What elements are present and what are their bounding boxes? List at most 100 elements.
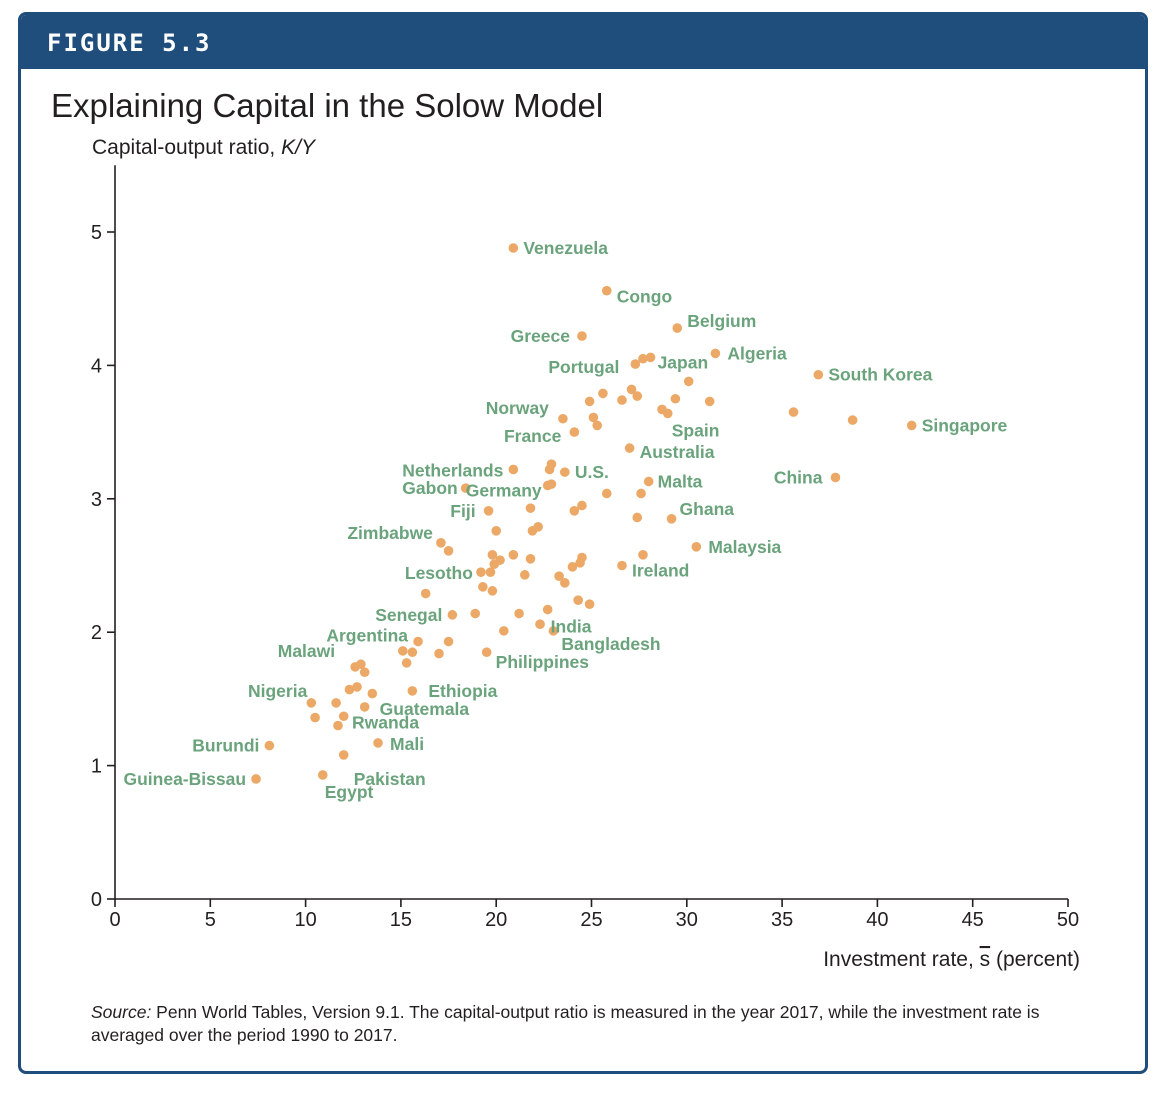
data-point: [525, 503, 536, 513]
data-point: [491, 526, 502, 536]
y-tick-label: 1: [91, 756, 102, 778]
data-point: [636, 488, 646, 499]
data-label: China: [774, 467, 823, 487]
data-point: [567, 562, 578, 572]
data-label: Portugal: [548, 357, 619, 377]
data-point: [407, 686, 418, 696]
data-label: Lesotho: [405, 563, 473, 583]
x-tick-label: 20: [485, 909, 507, 931]
data-label: Belgium: [687, 311, 756, 331]
data-point: [476, 567, 486, 577]
data-label: Ghana: [680, 499, 735, 519]
y-tick-label: 2: [91, 622, 102, 644]
y-axis-title-text: Capital-output ratio,: [92, 136, 281, 159]
data-label: Mali: [390, 734, 424, 754]
data-point: [691, 542, 702, 552]
data-point: [546, 479, 557, 489]
data-label: South Korea: [828, 365, 932, 385]
data-point: [460, 483, 471, 493]
data-point: [592, 420, 603, 431]
x-axis-title-symbol: s: [980, 948, 991, 971]
data-point: [617, 560, 627, 571]
data-point: [630, 359, 641, 369]
data-label: Bangladesh: [561, 634, 660, 654]
data-point: [434, 648, 444, 659]
data-point: [436, 538, 446, 548]
x-tick-label: 30: [676, 909, 698, 931]
source-note: Source: Penn World Tables, Version 9.1. …: [91, 1001, 1051, 1047]
data-label: Ireland: [632, 561, 689, 581]
data-label: India: [551, 617, 592, 637]
data-point: [447, 610, 458, 620]
data-point: [352, 682, 362, 692]
chart-title: Explaining Capital in the Solow Model: [51, 87, 604, 124]
data-label: France: [504, 426, 562, 446]
data-point: [584, 599, 595, 609]
data-label: Nigeria: [248, 681, 308, 701]
data-label: Fiji: [450, 501, 475, 521]
source-text: Penn World Tables, Version 9.1. The capi…: [91, 1002, 1040, 1045]
data-label: Burundi: [192, 736, 259, 756]
data-point: [508, 550, 519, 560]
data-point: [443, 546, 454, 556]
data-point: [527, 526, 538, 536]
y-tick-label: 0: [91, 889, 102, 911]
data-label: Philippines: [496, 652, 590, 672]
data-point: [847, 415, 858, 425]
data-label: Guatemala: [380, 699, 470, 719]
data-point: [310, 712, 320, 723]
data-point: [407, 647, 418, 658]
data-label: U.S.: [575, 462, 609, 482]
data-point: [519, 570, 530, 580]
source-prefix: Source:: [91, 1002, 152, 1022]
x-tick-label: 45: [962, 909, 984, 931]
data-point: [333, 720, 343, 731]
x-tick-label: 10: [294, 909, 316, 931]
data-point: [264, 740, 275, 751]
data-label: Argentina: [326, 626, 408, 646]
data-point: [338, 750, 349, 760]
data-point: [338, 711, 349, 722]
data-label: Germany: [466, 480, 542, 500]
data-point: [420, 588, 431, 599]
data-point: [359, 702, 370, 712]
data-point: [670, 393, 681, 404]
data-point: [481, 647, 492, 658]
y-axis-title: Capital-output ratio, K/Y: [92, 136, 317, 159]
data-label: Malta: [658, 471, 703, 491]
data-point: [906, 420, 917, 431]
data-label: Pakistan: [354, 769, 426, 789]
data-point: [478, 582, 488, 592]
x-axis-title-suffix: (percent): [990, 948, 1080, 971]
data-point: [359, 667, 370, 678]
data-point: [830, 472, 841, 483]
data-point: [601, 285, 612, 296]
data-point: [573, 595, 583, 605]
data-point: [554, 571, 564, 581]
data-point: [413, 636, 423, 647]
data-point: [626, 384, 637, 395]
x-tick-label: 5: [205, 909, 216, 931]
data-point: [514, 608, 524, 619]
data-point: [485, 567, 496, 577]
x-tick-label: 50: [1057, 909, 1079, 931]
data-point: [577, 500, 587, 511]
data-label: Ethiopia: [428, 681, 497, 701]
data-label: Greece: [511, 326, 571, 346]
data-point: [542, 604, 553, 615]
data-point: [569, 427, 580, 437]
data-label: Gabon: [402, 478, 457, 498]
data-labels: Venezuela Congo Belgium Greece Algeria Japan P…: [123, 238, 1007, 802]
data-point: [499, 626, 509, 636]
data-label: Zimbabwe: [347, 523, 433, 543]
data-point: [617, 395, 627, 405]
data-point: [548, 626, 559, 636]
data-point: [544, 464, 555, 475]
data-point: [672, 323, 683, 333]
x-tick-label: 35: [771, 909, 793, 931]
data-point: [598, 388, 608, 399]
data-point: [331, 698, 341, 708]
data-point: [535, 619, 545, 629]
data-point: [367, 688, 378, 699]
